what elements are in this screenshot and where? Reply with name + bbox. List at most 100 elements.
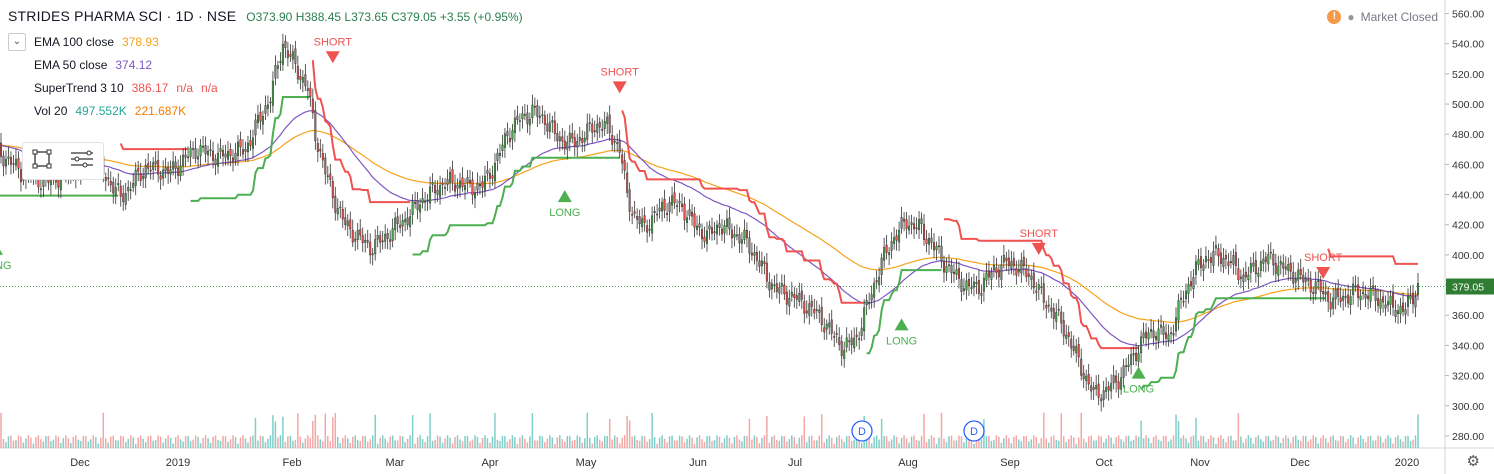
- candle-down: [107, 177, 110, 180]
- candle-down: [1302, 275, 1305, 283]
- volume-bar: [40, 439, 42, 448]
- volume-bar: [683, 442, 686, 448]
- dividend-marker[interactable]: [851, 420, 873, 442]
- candle-up: [1030, 275, 1033, 280]
- candle-down: [1012, 258, 1015, 266]
- volume-bar: [1005, 435, 1008, 448]
- short-signal-arrow: [1316, 266, 1331, 279]
- candle-down: [1060, 311, 1063, 324]
- candle-down: [1412, 292, 1415, 305]
- candle-down: [349, 219, 352, 230]
- candle-up: [1140, 336, 1143, 354]
- volume-bar: [973, 443, 975, 448]
- volume-bar: [289, 435, 292, 448]
- candle-up: [498, 152, 501, 156]
- candle-up: [1182, 300, 1185, 303]
- legend-row-supertrend[interactable]: SuperTrend 3 10 386.17 n/a n/a: [8, 76, 218, 99]
- candle-down: [389, 239, 392, 242]
- candle-down: [556, 133, 559, 142]
- candle-up: [1242, 274, 1245, 282]
- candle-down: [1364, 294, 1367, 299]
- legend-ema50-name: EMA 50 close: [34, 57, 108, 72]
- volume-bar: [1137, 436, 1140, 448]
- candle-up: [1259, 260, 1262, 271]
- volume-bar: [62, 438, 65, 448]
- legend-row-volume[interactable]: Vol 20 497.552K 221.687K: [8, 99, 218, 122]
- market-status-dot: ●: [1347, 10, 1355, 24]
- candle-down: [269, 101, 272, 104]
- rectangle-tool-icon[interactable]: [31, 148, 53, 175]
- candle-down: [1269, 251, 1272, 254]
- volume-bar: [930, 435, 933, 448]
- candle-up: [1112, 375, 1115, 384]
- volume-bar: [1062, 436, 1065, 448]
- volume-bar: [197, 436, 199, 448]
- candle-up: [1287, 263, 1290, 271]
- candle-up: [197, 156, 200, 160]
- volume-bar: [1255, 437, 1257, 448]
- candle-up: [740, 239, 743, 244]
- volume-bar: [167, 435, 169, 448]
- candle-down: [830, 319, 833, 334]
- candle-down: [329, 173, 332, 180]
- candle-down: [676, 205, 679, 207]
- candle-down: [626, 172, 629, 193]
- legend-row-ema100[interactable]: ⌄ EMA 100 close 378.93: [8, 30, 218, 53]
- volume-bar: [786, 441, 788, 448]
- chevron-down-icon[interactable]: ⌄: [8, 32, 26, 51]
- volume-bar: [224, 436, 227, 448]
- candle-down: [139, 173, 142, 181]
- volume-bar: [905, 438, 908, 448]
- candle-down: [750, 252, 753, 256]
- indicator-legend: ⌄ EMA 100 close 378.93 EMA 50 close 374.…: [8, 30, 218, 122]
- market-status[interactable]: ! ● Market Closed: [1327, 10, 1438, 24]
- volume-bar: [1013, 436, 1015, 448]
- candle-up: [586, 123, 589, 140]
- lines-tool-icon[interactable]: [69, 148, 95, 175]
- volume-bar: [164, 438, 167, 448]
- volume-bar: [254, 417, 257, 448]
- candle-down: [848, 340, 851, 343]
- volume-bar: [873, 436, 875, 448]
- volume-bar: [1100, 436, 1102, 448]
- volume-bar: [1165, 436, 1167, 448]
- candle-down: [104, 176, 107, 181]
- volume-bar: [1354, 443, 1357, 448]
- volume-bar: [1257, 435, 1260, 448]
- candle-down: [1067, 332, 1070, 337]
- volume-bar: [726, 435, 728, 448]
- volume-bar: [1349, 435, 1352, 448]
- volume-bar: [239, 437, 242, 448]
- volume-bar: [701, 439, 703, 448]
- volume-bar: [821, 414, 823, 448]
- volume-bar: [466, 435, 469, 448]
- gear-icon[interactable]: ⚙: [1466, 453, 1480, 470]
- volume-bar: [499, 440, 501, 448]
- volume-bar: [1267, 435, 1270, 448]
- candle-up: [14, 159, 17, 166]
- volume-bar: [7, 436, 10, 448]
- volume-bar: [1117, 435, 1120, 448]
- legend-supertrend-value: 386.17: [131, 80, 169, 95]
- short-signal-arrow: [1031, 242, 1046, 255]
- volume-bar: [424, 441, 426, 448]
- candle-down: [1080, 358, 1083, 376]
- candle-up: [376, 235, 379, 240]
- volume-bar: [154, 440, 157, 448]
- x-tick-label: 2020: [1395, 457, 1419, 469]
- y-tick-label: 420.00: [1452, 220, 1484, 232]
- candle-up: [219, 148, 222, 152]
- candle-up: [1257, 272, 1260, 277]
- volume-bar: [616, 436, 618, 448]
- volume-bar: [608, 418, 611, 448]
- volume-bar: [354, 435, 356, 448]
- y-tick-label: 460.00: [1452, 159, 1484, 171]
- candle-down: [618, 139, 621, 153]
- legend-row-ema50[interactable]: EMA 50 close 374.12: [8, 53, 218, 76]
- close-value: C379.05: [391, 10, 437, 24]
- volume-bar: [30, 437, 32, 448]
- candle-down: [426, 199, 429, 202]
- dividend-marker[interactable]: [963, 420, 985, 442]
- candle-up: [1297, 269, 1300, 281]
